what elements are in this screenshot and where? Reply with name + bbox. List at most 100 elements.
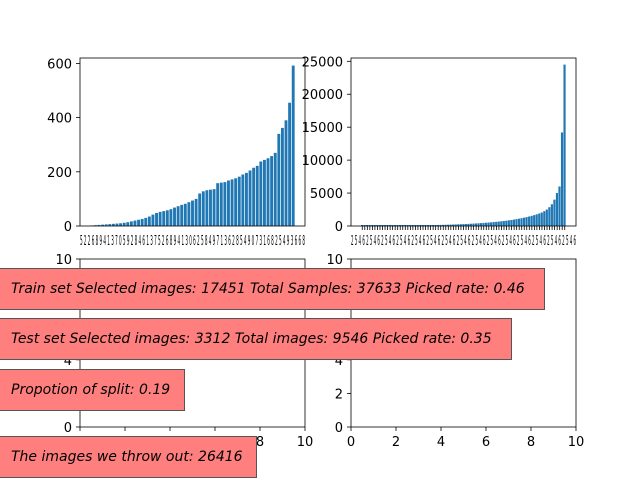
bar: [495, 221, 498, 226]
bar: [162, 211, 166, 226]
bar: [502, 220, 505, 226]
y-tick-label: 200: [47, 166, 72, 181]
bar: [404, 225, 407, 226]
x-tick-label: 8: [527, 435, 535, 450]
bar: [122, 222, 126, 226]
bar: [449, 224, 452, 226]
bar: [474, 223, 478, 226]
bar: [205, 190, 209, 226]
bar: [530, 215, 533, 226]
bar: [223, 182, 227, 226]
bar: [538, 213, 541, 226]
bar: [133, 220, 137, 226]
bar: [201, 191, 205, 226]
bar: [165, 210, 169, 226]
bar: [550, 204, 553, 226]
bar: [266, 158, 270, 226]
bar: [237, 176, 241, 226]
bar: [234, 178, 238, 226]
bar: [140, 218, 144, 226]
bar: [209, 189, 212, 226]
y-tick-label: 4: [64, 354, 72, 369]
bar: [492, 222, 495, 226]
bar: [533, 215, 536, 226]
bar: [482, 222, 485, 226]
x-tick-label: 8: [256, 435, 264, 450]
y-tick-label: 600: [47, 57, 72, 72]
x-tick-label: 6: [482, 435, 490, 450]
bar: [396, 225, 399, 226]
bar: [259, 161, 263, 226]
bar: [155, 212, 158, 226]
bar: [510, 219, 513, 226]
y-tick-label: 2: [335, 387, 343, 402]
bar: [151, 214, 155, 226]
bar: [416, 225, 419, 226]
bar: [436, 224, 440, 226]
bar: [535, 214, 538, 226]
bar: [424, 225, 427, 226]
bar: [545, 209, 548, 226]
y-tick-label: 20000: [302, 88, 343, 103]
bar: [563, 64, 566, 227]
x-tick-label: 0: [347, 435, 355, 450]
bar: [548, 207, 551, 226]
bar: [462, 224, 465, 226]
bar: [115, 223, 119, 226]
bar: [371, 225, 374, 226]
x-tick-labels: 5 2 2 6 8 9 4 1 3 7 0 5 9 2 8 4 6 1 3 7 …: [80, 234, 305, 249]
bar: [452, 224, 455, 226]
bar: [560, 132, 564, 226]
bar: [467, 223, 470, 226]
bar: [280, 127, 284, 226]
bar: [230, 179, 234, 226]
bar: [183, 203, 187, 226]
bar: [517, 218, 521, 226]
bar: [464, 223, 467, 226]
bar: [108, 224, 112, 226]
bar: [398, 225, 402, 226]
bar: [194, 198, 198, 226]
y-tick-label: 10: [326, 253, 343, 268]
bar: [497, 221, 500, 226]
bar: [173, 207, 176, 226]
bar: [487, 222, 490, 226]
bar: [180, 204, 184, 226]
bar: [93, 225, 97, 226]
bar: [119, 223, 123, 226]
bar: [441, 224, 445, 226]
bar: [431, 225, 435, 226]
y-tick-label: 5000: [310, 187, 343, 202]
bar: [401, 225, 404, 226]
bar: [507, 220, 510, 226]
bar: [144, 217, 148, 226]
bar: [187, 202, 191, 226]
bar: [270, 156, 274, 226]
bar: [219, 182, 223, 226]
bar: [388, 225, 391, 226]
bar: [444, 224, 447, 226]
bar: [97, 224, 101, 226]
bar: [381, 225, 384, 226]
bar: [419, 225, 422, 226]
test-set-annotation: Test set Selected images: 3312 Total ima…: [0, 318, 512, 360]
bar: [505, 220, 508, 226]
y-tick-label: 0: [335, 421, 343, 436]
bar: [361, 225, 364, 226]
bar: [447, 224, 450, 226]
bar: [378, 225, 381, 226]
bar: [522, 217, 526, 226]
bar: [555, 193, 559, 226]
y-tick-label: 400: [47, 112, 72, 127]
bar: [553, 199, 556, 226]
bar: [439, 224, 442, 226]
bar: [363, 225, 366, 226]
bar: [111, 223, 115, 226]
bar: [386, 225, 389, 226]
bar: [101, 224, 105, 226]
bar: [248, 170, 252, 226]
bar: [198, 193, 202, 226]
bar: [454, 224, 457, 226]
bar: [421, 225, 424, 226]
bar: [366, 225, 369, 226]
